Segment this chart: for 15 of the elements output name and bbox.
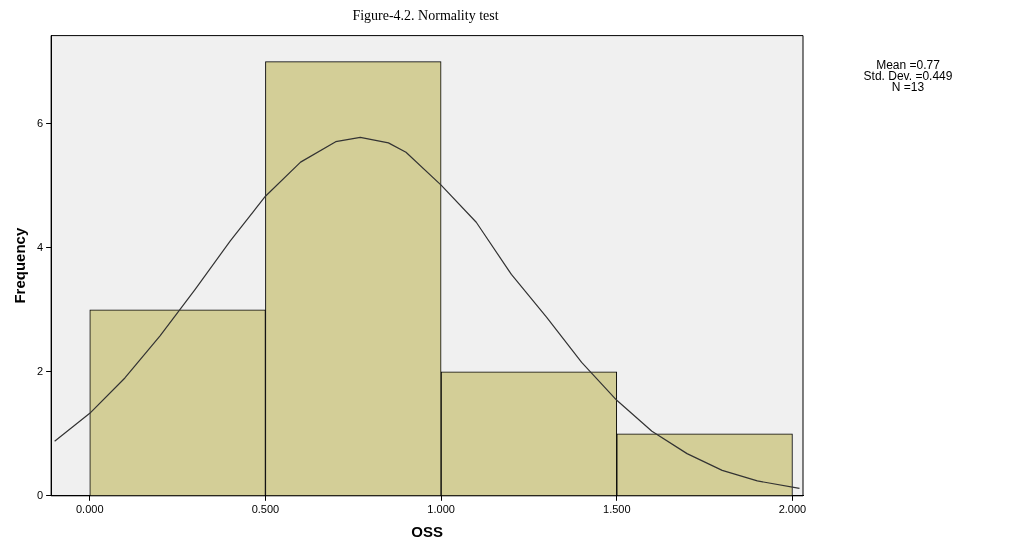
y-tick-label: 6 xyxy=(36,116,44,129)
x-tick-label: 0.500 xyxy=(251,503,280,516)
x-tick-label: 0.000 xyxy=(76,503,104,516)
text: Std. Dev. =0.449 xyxy=(862,69,954,83)
x-tick-label: 1.000 xyxy=(427,503,455,516)
text: Mean =0.77 xyxy=(876,58,940,72)
x-tick-label: 1.500 xyxy=(603,503,631,516)
y-tick-label: 0 xyxy=(36,488,44,501)
chart-title: Figure-4.2. Normality test xyxy=(351,8,500,25)
y-axis-title: Frequency xyxy=(11,227,29,304)
text: N =13 xyxy=(890,80,926,94)
y-tick-label: 2 xyxy=(36,364,44,377)
x-axis-title: OSS xyxy=(411,523,443,541)
x-tick-label: 2.000 xyxy=(778,503,807,516)
y-tick-label: 4 xyxy=(36,240,44,253)
